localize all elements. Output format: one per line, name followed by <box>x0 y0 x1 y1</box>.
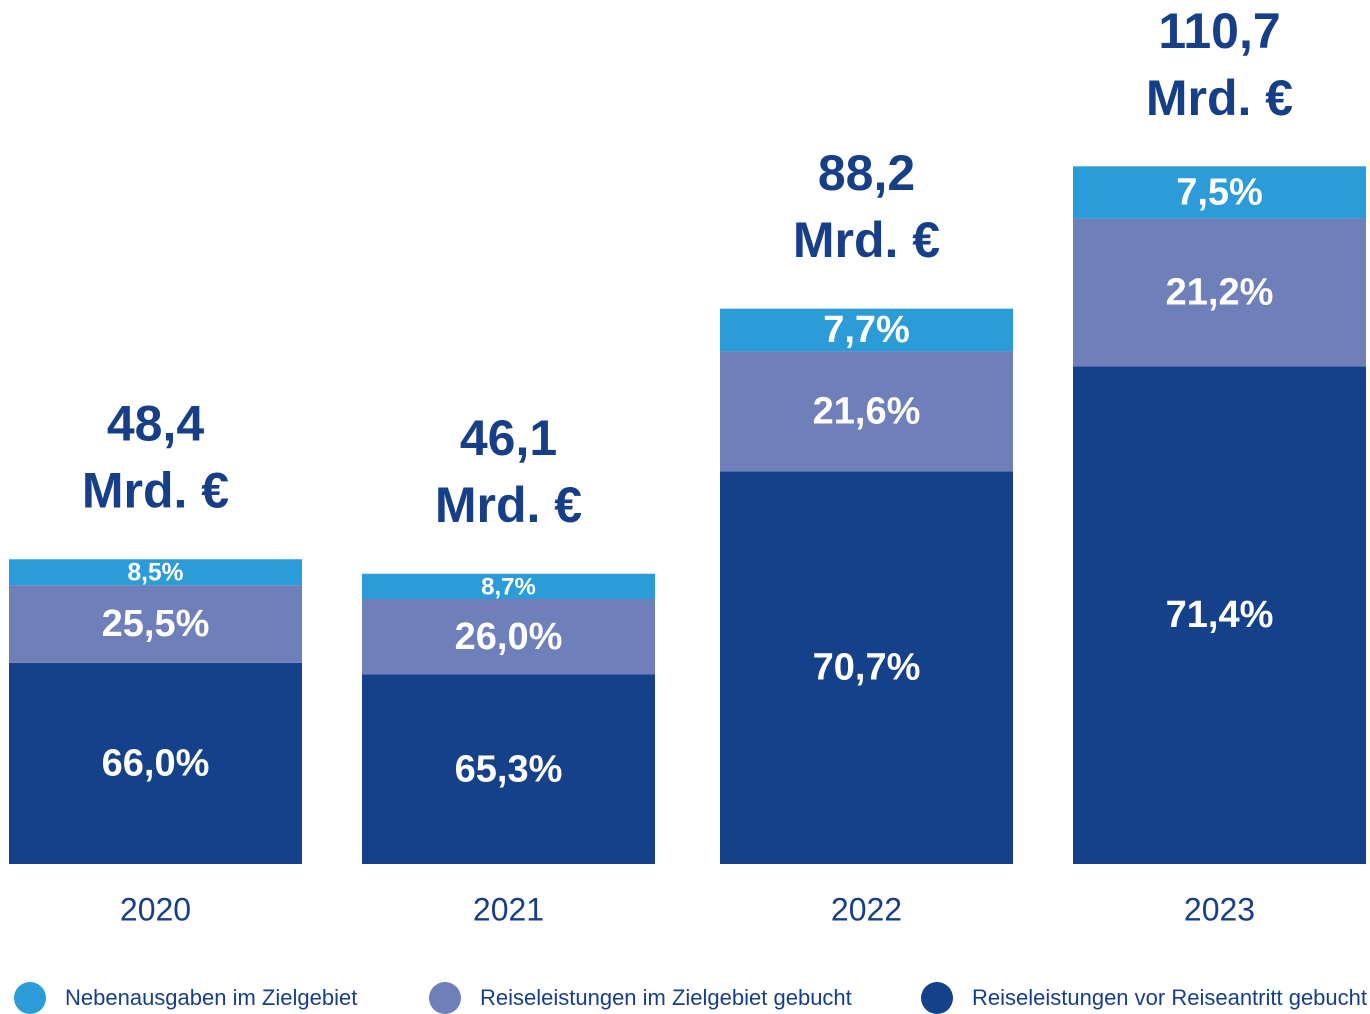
bar-segment <box>362 573 655 599</box>
segment-label: 70,7% <box>813 647 921 689</box>
bar-segment <box>1073 366 1366 864</box>
total-unit: Mrd. € <box>82 462 229 518</box>
x-tick-label: 2021 <box>473 891 544 927</box>
total-unit: Mrd. € <box>793 212 940 268</box>
total-label: 88,2 <box>818 145 915 201</box>
legend-swatch <box>14 982 46 1014</box>
total-unit: Mrd. € <box>1146 70 1293 126</box>
bar-segment <box>720 308 1013 352</box>
legend-label: Reiseleistungen vor Reiseantritt gebucht <box>972 985 1367 1010</box>
bar-segment <box>9 585 302 663</box>
segment-label: 7,7% <box>823 309 910 351</box>
legend-label: Reiseleistungen im Zielgebiet gebucht <box>480 985 852 1010</box>
bar-segment <box>720 351 1013 472</box>
bar-segment <box>1073 218 1366 367</box>
bar-segment <box>9 559 302 586</box>
bar-segment <box>9 662 302 864</box>
bar-segment <box>362 674 655 864</box>
total-unit: Mrd. € <box>435 477 582 533</box>
x-tick-label: 2022 <box>831 891 902 927</box>
legend-swatch <box>921 982 953 1014</box>
bar-segment <box>1073 166 1366 219</box>
total-label: 48,4 <box>107 395 205 451</box>
total-label: 110,7 <box>1158 3 1280 59</box>
bar-segment <box>362 598 655 675</box>
bar-segment <box>720 471 1013 864</box>
segment-label: 71,4% <box>1166 594 1274 636</box>
segment-label: 21,6% <box>813 390 921 432</box>
legend-label: Nebenausgaben im Zielgebiet <box>65 985 357 1010</box>
total-label: 46,1 <box>460 410 557 466</box>
segment-label: 25,5% <box>102 603 210 645</box>
segment-label: 66,0% <box>102 742 210 784</box>
segment-label: 26,0% <box>455 616 563 658</box>
segment-label: 8,5% <box>127 560 183 587</box>
segment-label: 65,3% <box>455 748 563 790</box>
legend-swatch <box>429 982 461 1014</box>
x-tick-label: 2023 <box>1184 891 1255 927</box>
segment-label: 7,5% <box>1176 171 1263 213</box>
segment-label: 8,7% <box>481 574 536 601</box>
segment-label: 21,2% <box>1166 271 1274 313</box>
x-tick-label: 2020 <box>120 891 191 927</box>
